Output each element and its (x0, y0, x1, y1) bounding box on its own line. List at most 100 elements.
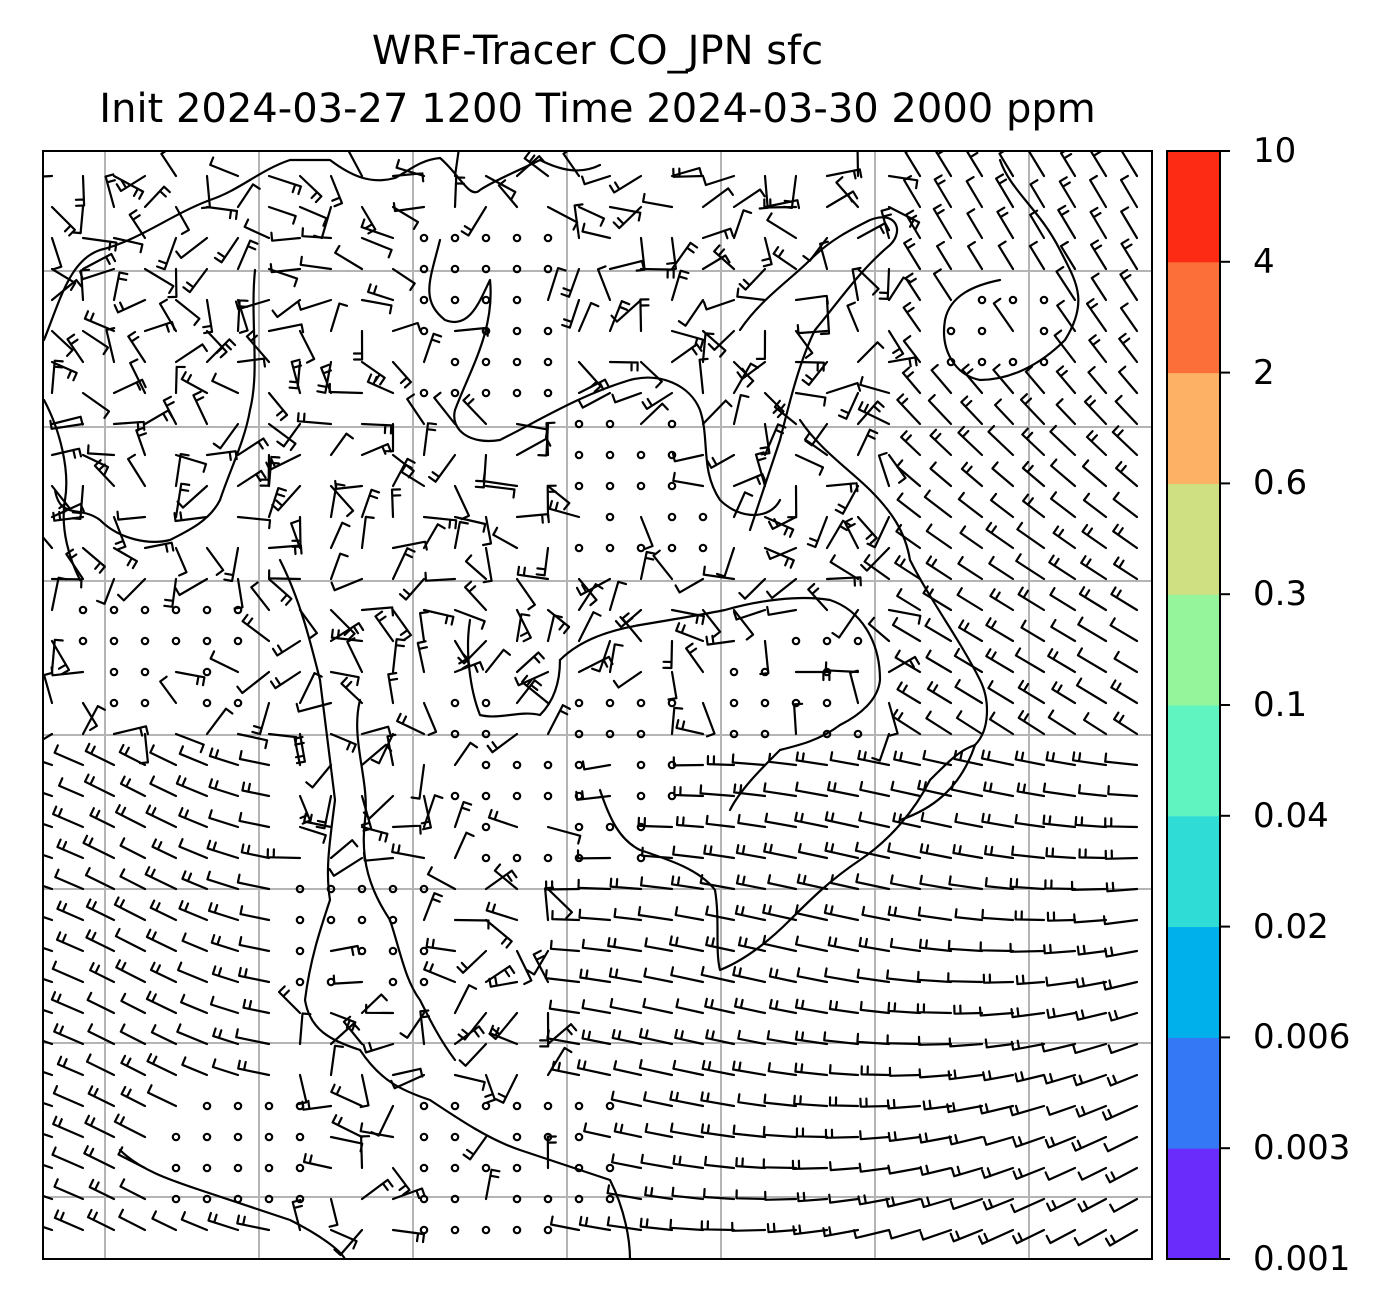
wind-barb (903, 237, 922, 271)
wind-barb (50, 236, 63, 271)
wind-barb (639, 402, 669, 426)
wind-barb (1077, 616, 1108, 643)
wind-barb (1052, 525, 1077, 550)
wind-barb (1072, 1073, 1108, 1087)
wind-barb (174, 546, 188, 577)
wind-barb (794, 811, 829, 829)
wind-barb (209, 156, 240, 178)
wind-barb (984, 877, 1015, 891)
wind-barb (43, 523, 54, 550)
wind-barb (919, 874, 953, 891)
wind-barb (889, 874, 922, 891)
wind-barb (329, 732, 357, 753)
calm-wind-marker (450, 1132, 460, 1142)
wind-barb (1089, 206, 1108, 240)
calm-wind-marker (729, 698, 739, 708)
wind-barb (546, 704, 571, 736)
calm-wind-marker (729, 667, 739, 677)
wind-barb (896, 492, 922, 519)
wind-barb (1055, 398, 1077, 426)
wind-barb (1070, 880, 1108, 891)
wind-barb (768, 998, 798, 1015)
wind-barb (112, 174, 145, 200)
wind-barb (966, 208, 984, 240)
wind-barb (422, 608, 455, 626)
wind-barb (732, 209, 753, 240)
wind-barb (824, 1128, 860, 1139)
wind-barb (929, 428, 953, 457)
wind-barb (936, 240, 953, 271)
wind-barb (1014, 1071, 1046, 1083)
wind-barb (205, 450, 238, 461)
wind-barb (796, 873, 829, 891)
wind-barb (1049, 424, 1077, 457)
wind-barb (1045, 1228, 1077, 1245)
calm-wind-marker (512, 1194, 522, 1204)
wind-barb (990, 492, 1015, 519)
wind-barb (43, 1194, 54, 1201)
wind-barb (706, 453, 736, 469)
wind-barb (581, 1029, 612, 1046)
calm-wind-marker (419, 977, 429, 987)
wind-barb (766, 212, 798, 240)
wind-barb (674, 1028, 705, 1046)
wind-barb (992, 363, 1015, 395)
wind-barb (515, 651, 545, 674)
wind-barb (329, 1228, 358, 1250)
wind-barb (114, 927, 147, 953)
calm-wind-marker (450, 1225, 460, 1235)
wind-barb (959, 525, 984, 550)
wind-barb (795, 1127, 829, 1139)
wind-barb (1077, 1166, 1108, 1181)
wind-barb (982, 1197, 1015, 1211)
wind-barb (251, 701, 271, 736)
wind-barb (948, 1037, 984, 1048)
wind-barb (174, 453, 190, 488)
wind-barb (192, 390, 209, 426)
calm-wind-marker (233, 636, 243, 646)
wind-barb (1014, 910, 1046, 922)
wind-barb (1048, 554, 1077, 581)
wind-barb (673, 785, 705, 798)
wind-barb (853, 1228, 891, 1239)
wind-barb (270, 231, 302, 242)
wind-barb (1090, 272, 1108, 302)
wind-barb (823, 904, 860, 922)
wind-barb (856, 968, 891, 984)
wind-barb (453, 800, 473, 829)
wind-barb (705, 634, 736, 646)
wind-barb (675, 622, 705, 643)
wind-barb (422, 794, 444, 829)
wind-barb (1087, 366, 1108, 395)
wind-barb (334, 244, 364, 271)
calm-wind-marker (326, 884, 336, 894)
calm-wind-marker (357, 915, 367, 925)
wind-barb (115, 959, 147, 984)
wind-barb (644, 937, 674, 953)
wind-barb (767, 515, 798, 530)
wind-barb (178, 807, 209, 829)
wind-barb (984, 1038, 1015, 1049)
wind-barb (662, 639, 674, 670)
wind-barb (737, 1029, 767, 1046)
colorbar-segment (1167, 705, 1220, 817)
wind-barb (895, 523, 922, 550)
wind-barb (794, 1062, 829, 1077)
wind-barb (837, 391, 860, 420)
wind-barb (1074, 815, 1108, 829)
wind-barb (672, 167, 705, 178)
calm-wind-marker (481, 233, 491, 243)
calm-wind-marker (977, 295, 987, 305)
wind-barb (162, 395, 178, 426)
wind-barb (953, 1004, 984, 1015)
wind-barb (950, 1165, 984, 1178)
wind-barb (856, 428, 879, 457)
wind-barb (50, 359, 64, 395)
wind-barb (672, 845, 705, 860)
wind-barb (578, 1215, 612, 1232)
wind-barb (1015, 974, 1046, 986)
wind-barb (205, 546, 225, 576)
calm-wind-marker (140, 698, 150, 708)
wind-barb (905, 209, 922, 240)
wind-barb (181, 870, 209, 891)
